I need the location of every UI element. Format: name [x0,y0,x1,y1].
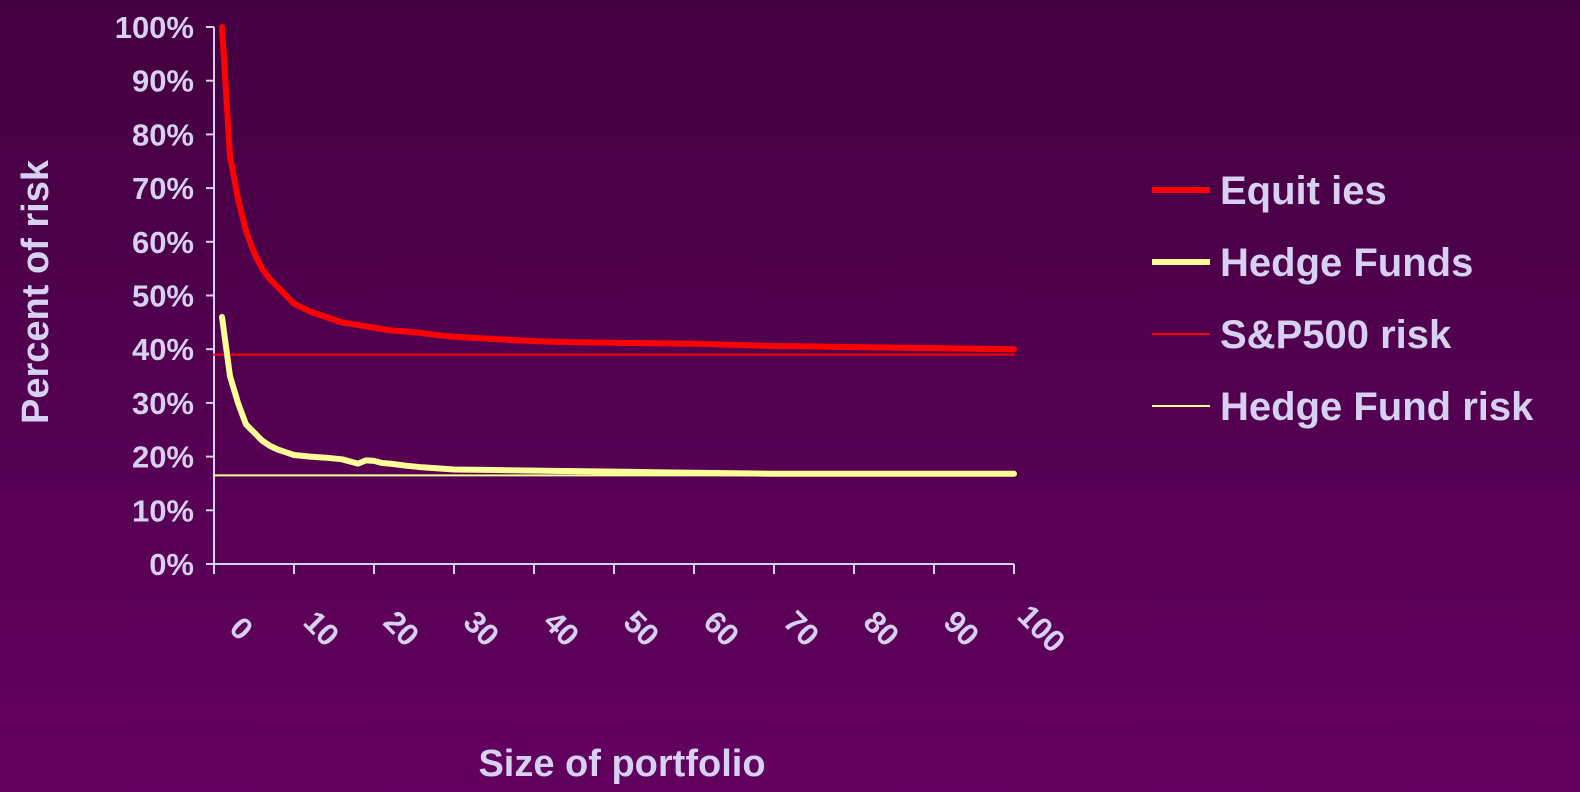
x-axis-title: Size of portfolio [478,743,765,785]
x-tick-label: 80 [857,604,906,653]
series-line-hedge-funds [219,314,1017,477]
y-axis-title: Percent of risk [15,159,57,424]
x-tick-label: 70 [777,604,826,653]
y-tick-label: 10% [132,493,194,528]
x-tick-label: 40 [537,604,586,653]
x-tick-label: 50 [617,604,666,653]
x-tick-label: 90 [937,604,986,653]
y-tick-label: 100% [115,10,194,45]
x-tick-label: 10 [297,604,346,653]
x-tick-label: 100 [1011,598,1072,659]
y-tick-label: 60% [132,225,194,260]
y-tick-label: 30% [132,386,194,421]
series-line-equit-ies [219,24,1017,353]
y-tick-label: 70% [132,171,194,206]
y-tick-label: 20% [132,440,194,475]
legend: Equit ies Hedge Funds S&P500 risk Hedge Fun… [1152,169,1534,429]
x-tick-label: 0 [223,610,260,647]
y-tick-label: 50% [132,279,194,314]
x-axis: 0 10 20 30 40 50 60 70 80 90 100 [213,563,1072,659]
y-tick-label: 80% [132,117,194,152]
y-tick-label: 0% [149,547,194,582]
legend-label: Hedge Funds [1220,241,1473,285]
x-tick-label: 30 [457,604,506,653]
x-tick-label: 60 [697,604,746,653]
legend-label: Equit ies [1220,169,1387,213]
legend-label: S&P500 risk [1220,313,1452,357]
x-tick-label: 20 [377,604,426,653]
y-axis: 0% 10% 20% 30% 40% 50% 60% 70% 80% 90% 100% [115,10,215,582]
y-tick-label: 90% [132,64,194,99]
legend-label: Hedge Fund risk [1220,385,1534,429]
series-layer [213,24,1017,477]
y-tick-label: 40% [132,332,194,367]
